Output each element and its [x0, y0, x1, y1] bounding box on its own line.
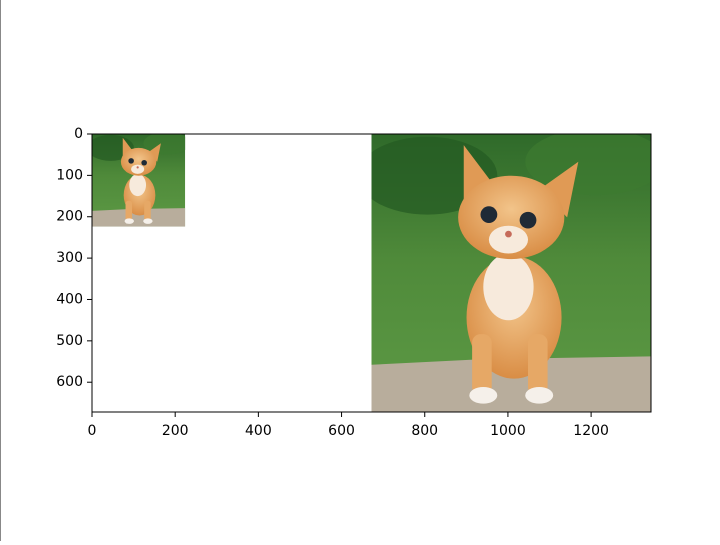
x-tick-label: 800: [411, 423, 438, 439]
leg: [125, 200, 133, 222]
eye: [141, 159, 147, 166]
x-tick-label: 0: [88, 423, 97, 439]
eye: [128, 158, 134, 164]
leg: [144, 200, 151, 222]
axes-frame: [91, 133, 652, 413]
leg: [528, 334, 548, 396]
head: [120, 147, 157, 176]
paw: [525, 386, 554, 404]
y-tick-label: 400: [56, 291, 83, 307]
nose: [505, 230, 512, 238]
ear: [539, 161, 579, 218]
x-tick-label: 600: [328, 423, 355, 439]
chest: [483, 253, 534, 321]
eye: [480, 206, 498, 223]
x-tick-label: 1000: [490, 423, 526, 439]
y-tick-label: 0: [74, 126, 83, 142]
y-tick-label: 100: [56, 167, 83, 183]
image: [371, 134, 651, 412]
muzzle: [131, 164, 145, 174]
leg: [472, 334, 492, 396]
y-tick-label: 200: [56, 209, 83, 225]
x-tick-label: 200: [162, 423, 189, 439]
paw: [469, 386, 498, 404]
image: [92, 134, 186, 227]
nose: [136, 166, 139, 169]
y-tick-label: 500: [56, 333, 83, 349]
stone: [371, 356, 651, 412]
axes: 0 200 400 600 800 1000 1200 0 100 200 300 400 500 600: [56, 126, 652, 439]
x-tick-label: 1200: [573, 423, 609, 439]
paw: [143, 218, 153, 224]
x-tick-label: 400: [245, 423, 272, 439]
y-tick-label: 300: [56, 250, 83, 266]
head: [458, 175, 565, 260]
eye: [519, 211, 537, 229]
muzzle: [488, 225, 529, 254]
y-tick-label: 600: [56, 374, 83, 390]
paw: [124, 218, 134, 224]
stone: [92, 208, 186, 227]
chest: [129, 173, 147, 197]
ear: [147, 143, 161, 162]
